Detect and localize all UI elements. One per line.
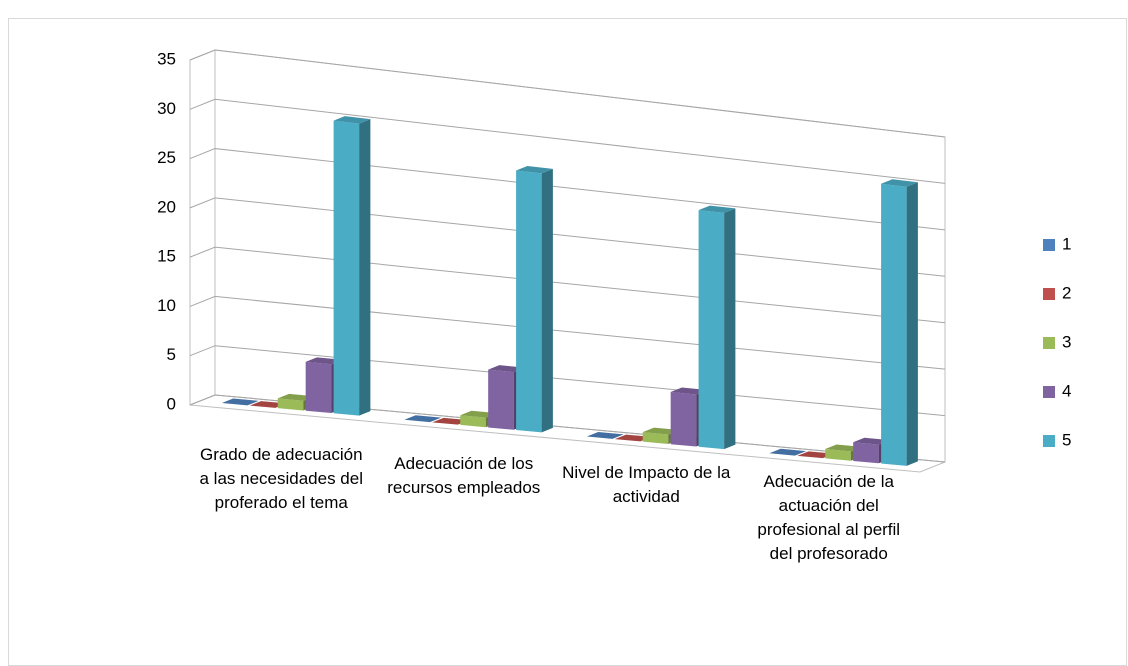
bar-front [881,183,907,466]
y-tick-label: 25 [157,148,176,167]
bar [586,432,624,439]
legend-swatch [1043,386,1055,398]
bar-front [305,361,332,414]
bar-front [460,415,486,428]
bar-top [488,365,525,373]
legend-label: 5 [1062,430,1071,449]
bar [404,415,442,423]
x-tick-label: Nivel de Impacto de la actividad [562,462,731,506]
bar-side [724,208,736,450]
bar-front [825,449,851,461]
bar [614,434,652,442]
legend-swatch [1043,435,1055,447]
bar-top [698,205,736,213]
y-tick-label: 0 [167,394,176,413]
bar [769,448,807,456]
bar-side [359,119,371,416]
legend-label: 2 [1062,283,1071,302]
grid-line [189,98,946,184]
x-tick-label: Adecuación de la actuación del profesion… [757,471,901,563]
x-tick-label: Adecuación de los recursos empleados [387,454,541,498]
bar-front [333,120,360,416]
bar [333,116,371,416]
bar-top [769,448,807,456]
bar [698,205,736,450]
bar-top [670,387,708,395]
bar-top [881,179,918,187]
bar-front [670,392,697,447]
bar-front [853,442,879,464]
bar-top [404,415,442,423]
bar-front [488,369,514,430]
bar-top [642,427,680,435]
bar-side [541,168,553,433]
legend-label: 1 [1062,234,1071,253]
bar-front [516,170,542,433]
bar-side [906,182,918,466]
legend-label: 4 [1062,381,1071,400]
bar-top [797,451,835,459]
x-tick-label: Grado de adecuación a las necesidades de… [199,445,363,513]
bar-top [305,357,343,365]
y-tick-label: 5 [167,345,176,364]
legend-label: 3 [1062,332,1071,351]
grid-line [189,49,946,138]
y-tick-label: 35 [157,49,176,68]
bar-front [698,210,725,450]
bar-top [460,410,498,418]
y-tick-label: 20 [157,197,176,216]
bar [881,179,918,466]
bar-top [853,437,890,445]
bar-top [614,434,652,442]
bar [221,398,259,406]
legend-swatch [1043,337,1055,349]
bar-front [277,398,304,411]
bar [249,401,287,408]
bar-top [516,166,553,174]
chart-border [8,18,1127,666]
legend-swatch [1043,239,1055,251]
y-tick-label: 15 [157,247,176,266]
grid-line [189,148,946,231]
legend-swatch [1043,288,1055,300]
y-tick-label: 30 [157,99,176,118]
bar-top [432,417,470,425]
bar-top [586,432,624,439]
bar-top [277,393,315,401]
bar-top [221,398,259,406]
bar [516,166,553,433]
bar [432,417,470,425]
y-tick-label: 10 [157,296,176,315]
bar-top [249,401,287,408]
bar-top [825,444,863,452]
bar-front [642,432,669,444]
bar-top [333,116,371,124]
bar [797,451,835,459]
